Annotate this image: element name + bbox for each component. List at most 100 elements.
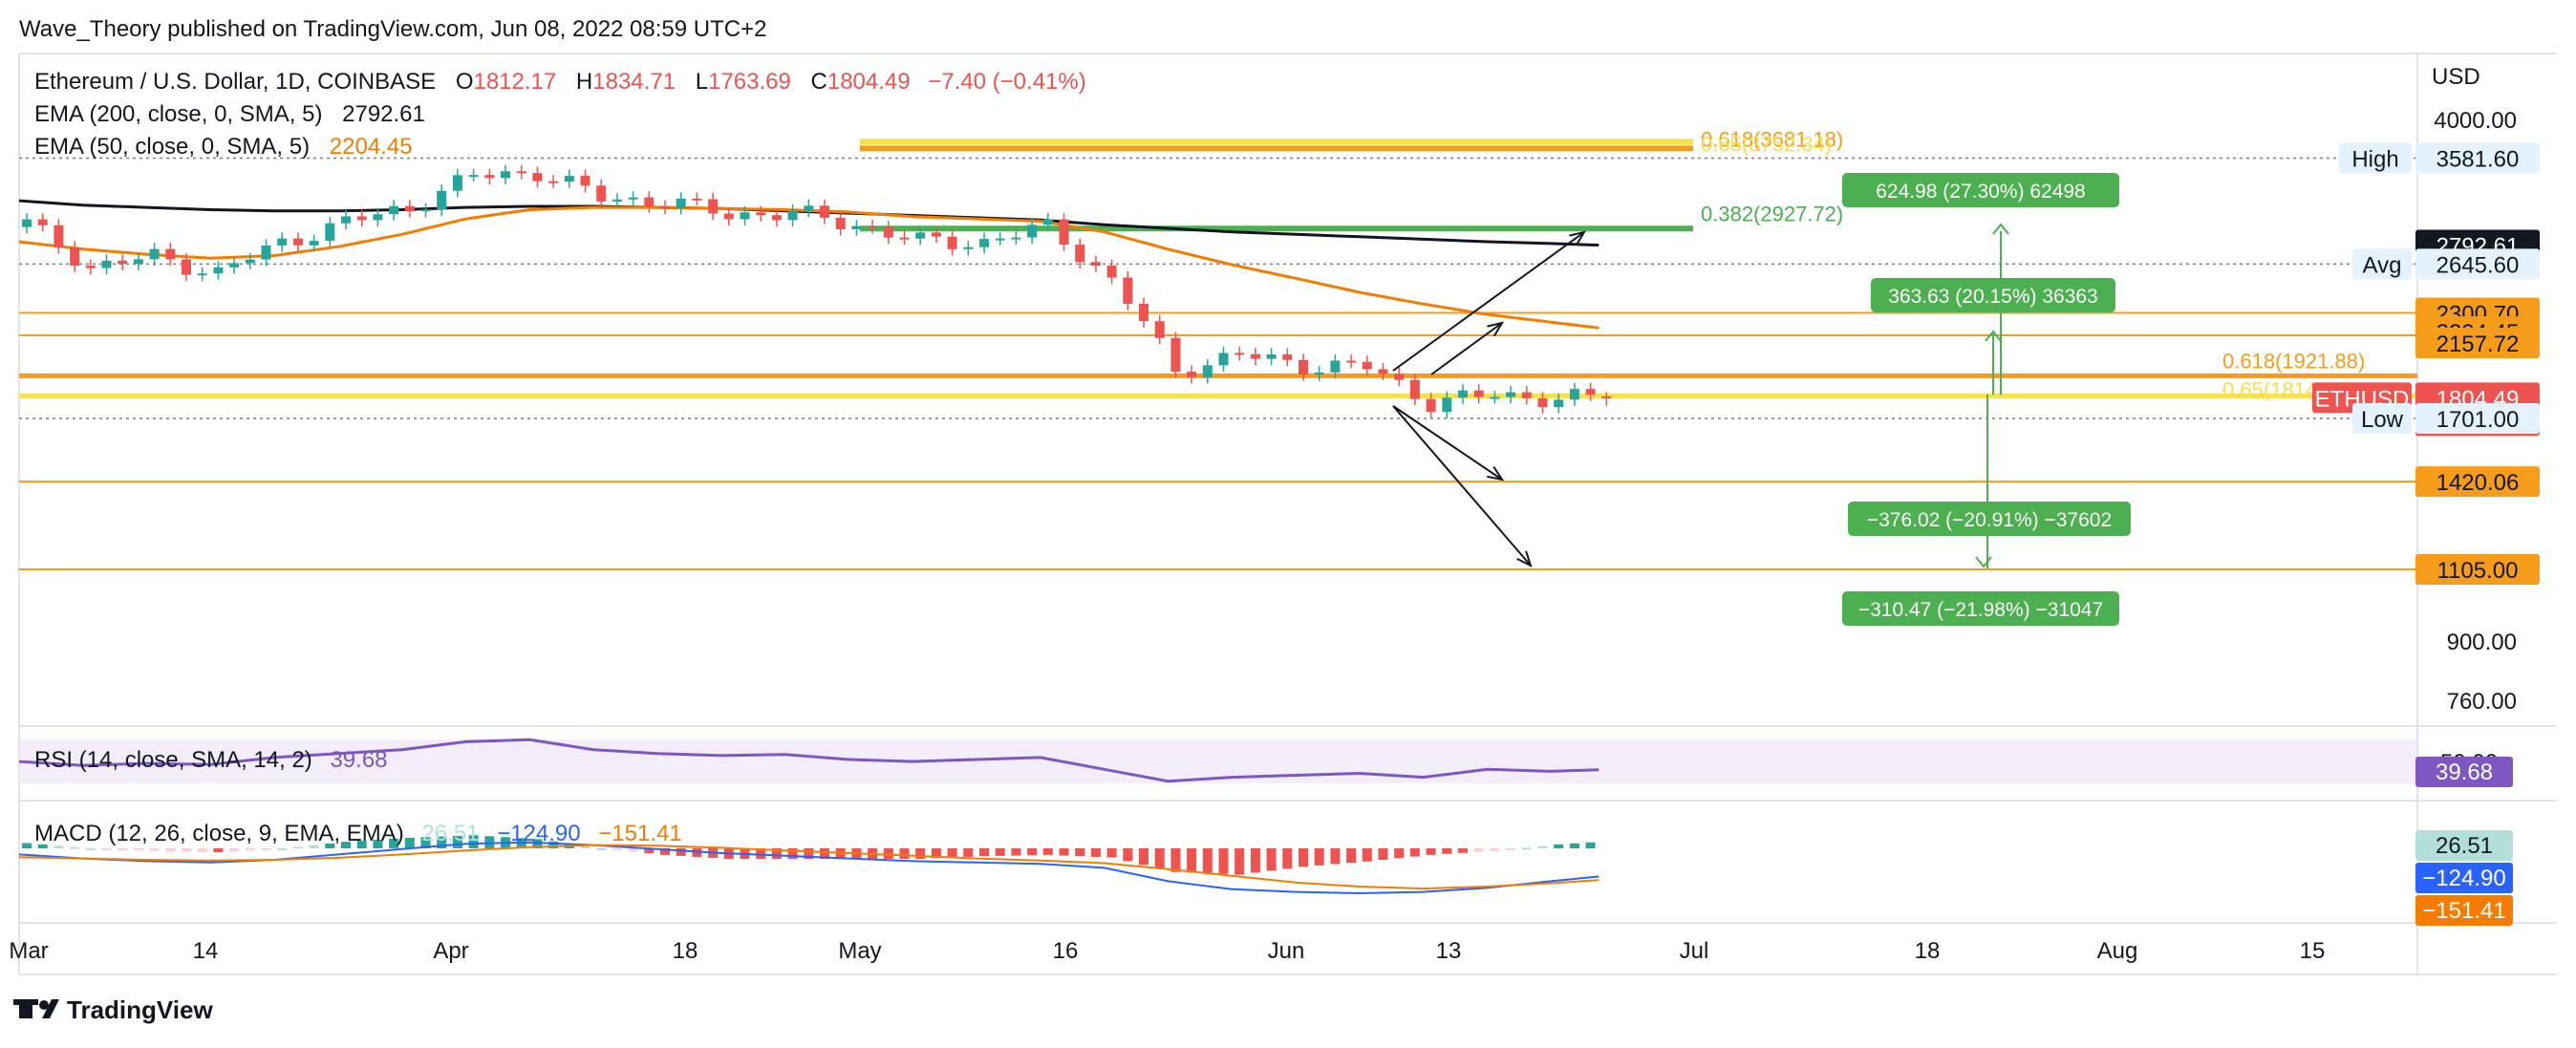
- price-badge-text-9: 1105.00: [2437, 558, 2519, 584]
- candle-body: [1378, 369, 1388, 374]
- candle-body: [676, 198, 686, 208]
- candles: [22, 164, 1612, 418]
- macd-histogram-bar: [420, 837, 431, 848]
- price-tick: 4000.00: [2434, 108, 2517, 134]
- candle-body: [1218, 353, 1229, 366]
- macd-histogram-bar: [1234, 848, 1245, 875]
- price-badge-text-2: 2645.60: [2436, 252, 2520, 278]
- price-axis: USD4000.00900.00760.002100.003581.60High…: [2312, 64, 2540, 715]
- candle-body: [612, 199, 622, 202]
- candle-body: [787, 210, 798, 221]
- macd-histogram-bar: [165, 848, 176, 852]
- time-tick: 16: [1053, 938, 1079, 964]
- candle-body: [1521, 392, 1532, 398]
- macd-histogram-bar: [548, 841, 559, 848]
- candle-body: [740, 212, 750, 220]
- macd-histogram-bar: [101, 848, 112, 850]
- macd-histogram-bar: [182, 848, 191, 852]
- publisher-text: Wave_Theory published on TradingView.com…: [19, 16, 766, 42]
- arrow-down-long-head: [1516, 550, 1533, 567]
- legend: Ethereum / U.S. Dollar, 1D, COINBASE O18…: [34, 69, 1086, 160]
- measure-box-0: [1842, 173, 2119, 207]
- macd-hist-axis: 26.51: [2436, 833, 2493, 859]
- candle-body: [1075, 245, 1085, 263]
- candle-body: [437, 190, 447, 210]
- rsi-label: RSI (14, close, SMA, 14, 2): [34, 747, 312, 773]
- arrow-up-short-head: [1487, 321, 1505, 337]
- price-badge-0: [2415, 142, 2540, 174]
- macd-histogram-bar: [1250, 848, 1260, 873]
- candle-body: [118, 260, 128, 265]
- candle-body: [484, 175, 495, 179]
- candle-body: [1234, 353, 1245, 355]
- footer-brand: TradingView: [67, 995, 213, 1024]
- candle-body: [1346, 360, 1357, 363]
- macd-histogram-bar: [118, 848, 128, 850]
- price-badge-7: [2415, 403, 2540, 435]
- candle-body: [723, 213, 734, 220]
- macd-histogram-bar: [133, 848, 143, 851]
- candle-body: [692, 198, 702, 201]
- legend-close: 1804.49: [827, 69, 911, 95]
- candle-body: [1394, 374, 1405, 380]
- candle-body: [516, 171, 526, 174]
- macd-histogram-bar: [213, 848, 224, 853]
- svg-text:EMA (50, close, 0, SMA, 5): EMA (50, close, 0, SMA, 5) 2204.45: [34, 134, 413, 160]
- candle-body: [883, 226, 893, 238]
- time-tick: 13: [1436, 938, 1462, 964]
- candle-body: [420, 209, 431, 212]
- legend-close-label: C: [811, 69, 827, 95]
- candle-body: [851, 225, 862, 230]
- price-badge-text-8: 1420.06: [2436, 470, 2520, 496]
- macd-histogram-bar: [995, 848, 1005, 856]
- measure-label-2: −376.02 (−20.91%) −37602: [1867, 509, 2112, 531]
- macd-histogram-bar: [1378, 848, 1388, 861]
- price-label-0: High: [2351, 146, 2398, 172]
- candle-body: [947, 236, 957, 249]
- candle-body: [564, 176, 574, 182]
- macd-histogram-bar: [979, 848, 989, 857]
- measure-head: [1975, 556, 1992, 568]
- macd-hist-badge: [2415, 830, 2513, 861]
- candle-body: [1458, 390, 1468, 398]
- macd-macd-axis: −124.90: [2422, 866, 2505, 891]
- macd-histogram-bar: [1442, 848, 1452, 854]
- macd-histogram-bar: [596, 848, 607, 850]
- macd-histogram-bar: [325, 843, 335, 848]
- candle-body: [54, 225, 64, 247]
- candle-body: [292, 238, 303, 246]
- macd-histogram-bar: [660, 848, 670, 855]
- candle-body: [1330, 360, 1341, 373]
- candle-body: [1187, 371, 1197, 377]
- macd-histogram-bar: [1011, 848, 1021, 856]
- tradingview-logo-icon: [13, 999, 59, 1018]
- candle-body: [1299, 359, 1308, 375]
- candle-body: [963, 246, 974, 249]
- macd-signal-value: −151.41: [598, 821, 681, 846]
- macd-histogram-bar: [1394, 848, 1405, 859]
- price-label-box-2: [2352, 248, 2412, 280]
- macd-histogram-bar: [1123, 848, 1133, 862]
- candle-body: [1314, 372, 1324, 375]
- macd-histogram-bar: [245, 848, 255, 851]
- macd-histogram-bar: [580, 845, 590, 848]
- macd-histogram-bar: [292, 846, 303, 849]
- macd-histogram-bar: [1075, 848, 1085, 857]
- macd-histogram-bar: [373, 840, 383, 848]
- time-tick: 14: [193, 938, 219, 964]
- candle-body: [149, 248, 160, 260]
- candle-body: [1282, 353, 1293, 360]
- candle-body: [1250, 353, 1260, 359]
- macd-histogram-bar: [309, 845, 319, 848]
- time-axis: Mar 14 Apr 18 May 16 Jun 13 Jul 18 Aug 15: [9, 938, 2325, 964]
- measure-box-3: [1842, 591, 2119, 626]
- macd-histogram-bar: [1362, 848, 1372, 862]
- signal-line: [18, 844, 1599, 890]
- candle-body: [1123, 277, 1133, 304]
- macd-histogram-bar: [468, 835, 479, 848]
- candle-body: [197, 273, 207, 276]
- macd-histogram-bar: [1090, 848, 1101, 857]
- macd-histogram-bar: [612, 848, 622, 850]
- candle-body: [325, 223, 335, 242]
- svg-text:RSI (14, close, SMA, 14, 2): RSI (14, close, SMA, 14, 2) 39.68: [34, 747, 388, 773]
